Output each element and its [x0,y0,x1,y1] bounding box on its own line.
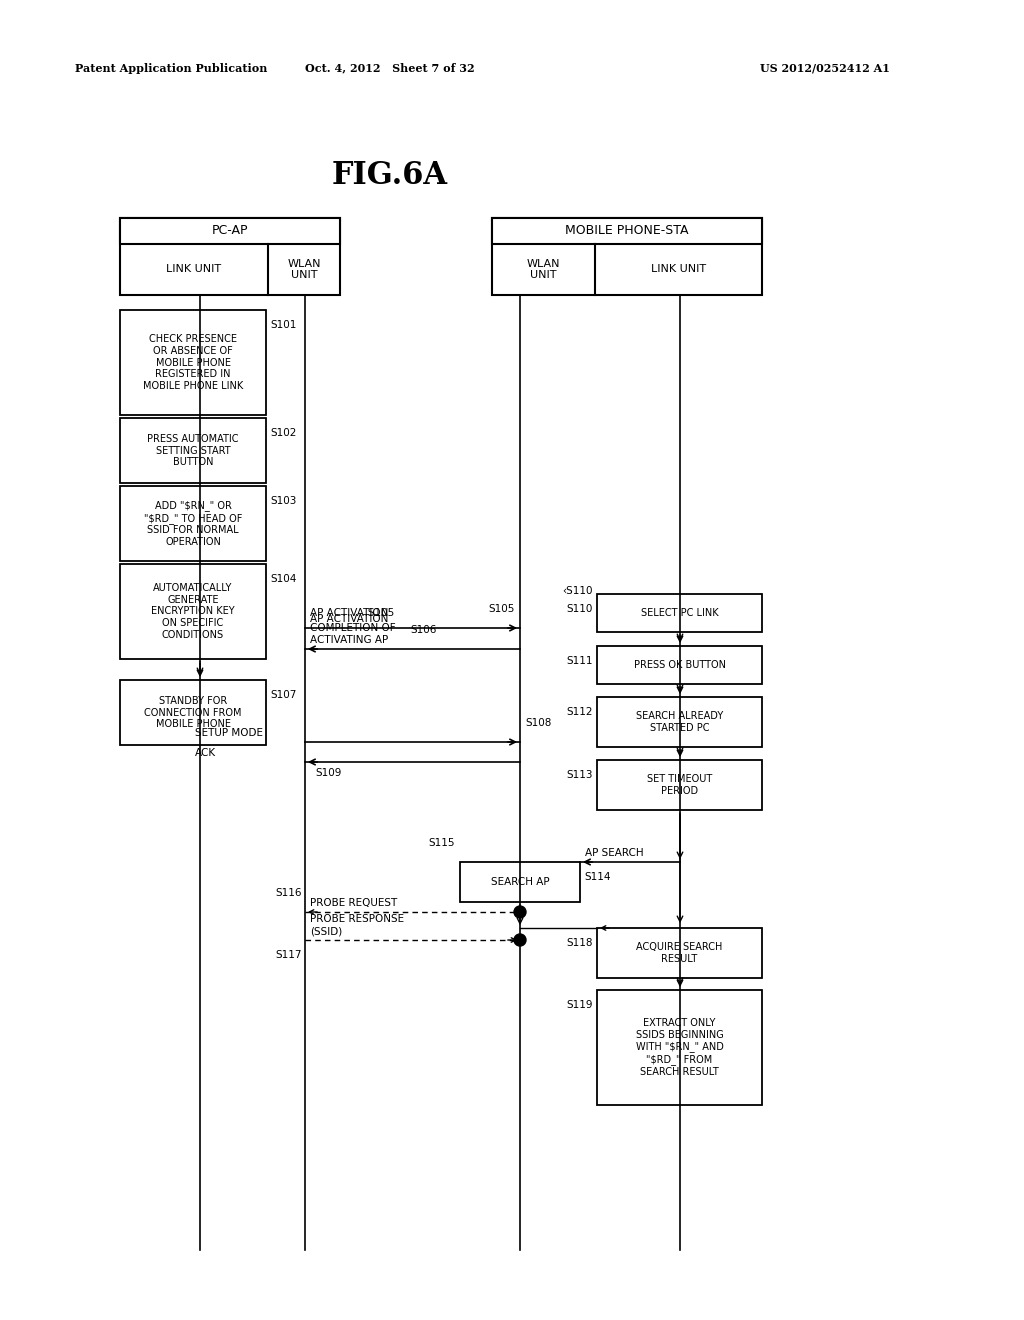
Text: S104: S104 [270,574,296,583]
Bar [460,862,580,902]
Text: S101: S101 [270,319,296,330]
Text: LINK UNIT: LINK UNIT [651,264,707,275]
Text: WLAN
UNIT: WLAN UNIT [288,259,321,280]
Bar [120,486,266,561]
Text: PROBE RESPONSE
(SSID): PROBE RESPONSE (SSID) [310,915,404,936]
Text: Oct. 4, 2012   Sheet 7 of 32: Oct. 4, 2012 Sheet 7 of 32 [305,62,475,74]
Text: S112: S112 [566,708,593,717]
Text: WLAN
UNIT: WLAN UNIT [526,259,560,280]
Circle shape [514,906,526,917]
Text: AP ACTIVATION: AP ACTIVATION [310,609,388,618]
Text: PRESS OK BUTTON: PRESS OK BUTTON [634,660,725,671]
Text: S115: S115 [428,838,455,847]
Text: Patent Application Publication: Patent Application Publication [75,62,267,74]
Bar [597,594,762,632]
Text: S105: S105 [488,605,515,614]
Text: S114: S114 [584,873,610,882]
Text: S116: S116 [275,888,302,898]
Text: EXTRACT ONLY
SSIDS BEGINNING
WITH "$RN_" AND
"$RD_" FROM
SEARCH RESULT: EXTRACT ONLY SSIDS BEGINNING WITH "$RN_"… [636,1019,723,1077]
Text: ‹S110: ‹S110 [562,586,593,597]
Bar [492,218,762,244]
Text: AP SEARCH: AP SEARCH [585,847,644,858]
Text: US 2012/0252412 A1: US 2012/0252412 A1 [760,62,890,74]
Text: S117: S117 [275,950,302,960]
Text: PRESS AUTOMATIC
SETTING START
BUTTON: PRESS AUTOMATIC SETTING START BUTTON [147,434,239,467]
Text: ACQUIRE SEARCH
RESULT: ACQUIRE SEARCH RESULT [636,942,723,964]
Bar [597,697,762,747]
Text: S108: S108 [525,718,551,729]
Text: ACK: ACK [195,748,216,758]
Text: S102: S102 [270,428,296,438]
Text: FIG.6A: FIG.6A [332,160,449,190]
Text: MOBILE PHONE-STA: MOBILE PHONE-STA [565,224,689,238]
Text: SEARCH AP: SEARCH AP [490,876,549,887]
Text: ADD "$RN_" OR
"$RD_" TO HEAD OF
SSID FOR NORMAL
OPERATION: ADD "$RN_" OR "$RD_" TO HEAD OF SSID FOR… [143,500,243,546]
Text: SETUP MODE: SETUP MODE [195,729,263,738]
Text: S118: S118 [566,939,593,948]
Text: PROBE REQUEST: PROBE REQUEST [310,898,397,908]
Text: AP ACTIVATION: AP ACTIVATION [310,614,388,624]
Text: S110: S110 [566,605,593,614]
Text: S107: S107 [270,690,296,700]
Text: SET TIMEOUT
PERIOD: SET TIMEOUT PERIOD [647,775,712,796]
Text: CHECK PRESENCE
OR ABSENCE OF
MOBILE PHONE
REGISTERED IN
MOBILE PHONE LINK: CHECK PRESENCE OR ABSENCE OF MOBILE PHON… [143,334,243,391]
Text: PC-AP: PC-AP [212,224,248,238]
Text: AUTOMATICALLY
GENERATE
ENCRYPTION KEY
ON SPECIFIC
CONDITIONS: AUTOMATICALLY GENERATE ENCRYPTION KEY ON… [152,583,234,640]
Text: S106: S106 [410,624,436,635]
Text: S103: S103 [270,496,296,506]
Bar [120,564,266,659]
Text: SEARCH ALREADY
STARTED PC: SEARCH ALREADY STARTED PC [636,711,723,733]
Text: LINK UNIT: LINK UNIT [167,264,221,275]
Bar [492,218,762,294]
Text: S113: S113 [566,770,593,780]
Bar [597,928,762,978]
Text: COMPLETION OF
ACTIVATING AP: COMPLETION OF ACTIVATING AP [310,623,395,645]
Bar [597,760,762,810]
Text: S119: S119 [566,1001,593,1010]
Bar [120,418,266,483]
Bar [597,990,762,1105]
Circle shape [514,935,526,946]
Text: STANDBY FOR
CONNECTION FROM
MOBILE PHONE: STANDBY FOR CONNECTION FROM MOBILE PHONE [144,696,242,729]
Text: S109: S109 [315,768,341,777]
Text: SELECT PC LINK: SELECT PC LINK [641,609,718,618]
Bar [120,218,340,294]
Bar [597,645,762,684]
Text: S111: S111 [566,656,593,667]
Bar [120,310,266,414]
Bar [120,218,340,244]
Text: S105: S105 [310,609,394,618]
Bar [120,680,266,744]
